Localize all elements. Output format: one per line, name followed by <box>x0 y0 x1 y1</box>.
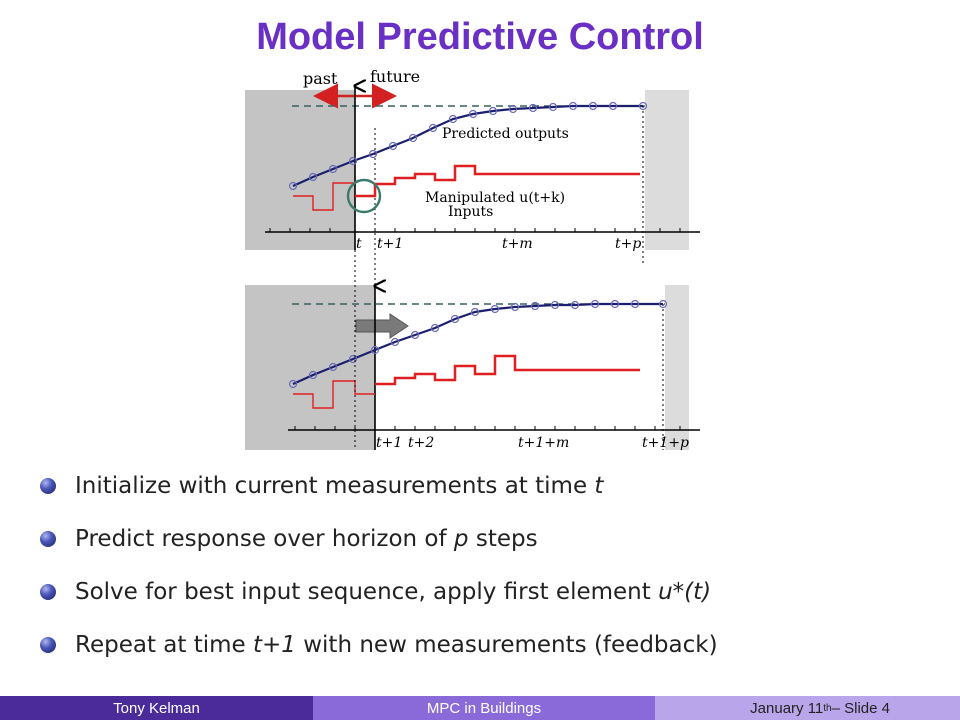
past-region <box>245 90 355 250</box>
first-input-highlight <box>346 178 382 214</box>
bullet-icon <box>40 637 56 653</box>
svg-text:t+1+p: t+1+p <box>642 435 689 451</box>
manipulated-input-line-shifted <box>375 354 640 386</box>
svg-text:t+1+m: t+1+m <box>518 435 569 451</box>
past-region-shifted <box>245 285 375 450</box>
bullet-icon <box>40 531 56 547</box>
top-axis-ticks <box>269 228 681 232</box>
footer-talk-title: MPC in Buildings <box>313 696 655 720</box>
predicted-outputs-label: Predicted outputs <box>442 126 569 142</box>
svg-text:t: t <box>356 236 362 252</box>
predicted-output-points <box>288 101 648 191</box>
bullet-list: Initialize with current measurements at … <box>40 468 940 680</box>
bullet-item: Predict response over horizon of p steps <box>40 521 940 574</box>
bottom-axis-ticks <box>294 426 681 430</box>
bottom-panel: t+1 t+2 t+1+m t+1+p <box>245 285 700 451</box>
footer-author: Tony Kelman <box>0 696 313 720</box>
svg-text:t+1: t+1 <box>376 435 402 451</box>
bullet-icon <box>40 584 56 600</box>
future-label: future <box>370 67 420 86</box>
mpc-diagram: past future <box>245 67 700 451</box>
future-edge-region-shifted <box>665 285 689 450</box>
future-edge-region <box>645 90 689 250</box>
footer-bar: Tony Kelman MPC in Buildings January 11 t… <box>0 696 960 720</box>
top-panel: past future <box>245 67 700 263</box>
slide-title: Model Predictive Control <box>256 16 704 58</box>
top-tick-labels: t t+1 t+m t+p <box>356 236 641 252</box>
bullet-item: Solve for best input sequence, apply fir… <box>40 574 940 627</box>
bullet-item: Initialize with current measurements at … <box>40 468 940 521</box>
manipulated-label: Manipulated u(t+k) <box>425 190 565 206</box>
predicted-output-line-shifted <box>292 302 663 386</box>
inputs-label: Inputs <box>448 204 493 220</box>
bullet-item: Repeat at time t+1 with new measurements… <box>40 627 940 680</box>
shift-arrow <box>355 313 409 339</box>
svg-text:t+2: t+2 <box>408 435 434 451</box>
past-input-line <box>293 182 355 211</box>
predicted-output-points-shifted <box>288 299 668 389</box>
bullet-icon <box>40 478 56 494</box>
manipulated-input-line <box>355 164 640 198</box>
svg-text:t+m: t+m <box>502 236 533 252</box>
bottom-tick-labels: t+1 t+2 t+1+m t+1+p <box>376 435 689 451</box>
svg-text:t+1: t+1 <box>377 236 403 252</box>
past-label: past <box>303 69 338 88</box>
svg-text:t+p: t+p <box>615 236 641 252</box>
